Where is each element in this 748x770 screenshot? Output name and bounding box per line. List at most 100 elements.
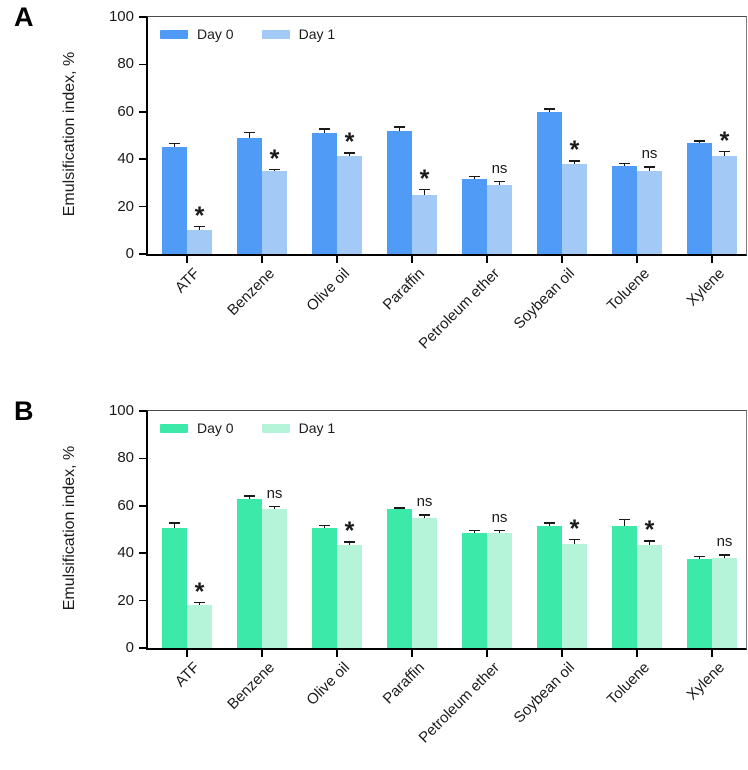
x-tick-label-soybean-oil: Soybean oil	[510, 265, 579, 333]
bar-day1-paraffin	[412, 194, 437, 254]
x-axis-tick	[261, 650, 263, 657]
error-cap-day0-xylene	[694, 140, 705, 142]
error-bar-day0-xylene	[698, 555, 701, 560]
error-bar-day1-atf	[198, 225, 201, 231]
legend-swatch-day1	[261, 29, 290, 39]
error-cap-day0-petroleum-ether	[469, 175, 480, 178]
error-cap-day0-toluene	[619, 518, 630, 521]
legend-swatch-day0	[160, 29, 188, 39]
y-axis-title: Emulsification index, %	[61, 51, 78, 217]
x-tick-label-petroleum-ether: Petroleum ether	[415, 265, 504, 353]
bar-day1-xylene	[712, 557, 737, 648]
y-tick-label: 60	[117, 102, 134, 120]
x-tick-label-toluene: Toluene	[603, 265, 654, 315]
error-bar-day1-toluene	[648, 166, 651, 172]
error-cap-day1-atf	[194, 225, 205, 228]
error-bar-day1-benzene	[273, 505, 276, 510]
bar-day0-paraffin	[387, 509, 412, 648]
error-bar-day1-toluene	[648, 540, 651, 545]
bar-day1-petroleum-ether	[487, 185, 512, 254]
bar-day0-atf	[162, 528, 187, 648]
y-axis-tick	[139, 647, 146, 649]
x-tick-label-xylene: Xylene	[683, 659, 729, 704]
error-cap-day0-toluene	[619, 162, 630, 165]
y-axis-tick	[139, 63, 146, 66]
bar-day0-benzene	[237, 498, 262, 648]
error-bar-day0-benzene	[248, 495, 251, 499]
y-axis-tick	[139, 410, 146, 412]
x-tick-label-petroleum-ether: Petroleum ether	[415, 659, 504, 747]
significance-label-petroleum-ether: ns	[491, 508, 508, 526]
y-tick-label: 100	[108, 8, 134, 25]
x-tick-label-benzene: Benzene	[224, 659, 279, 713]
y-axis-tick	[139, 16, 146, 18]
significance-label-paraffin: ns	[416, 493, 433, 511]
legend-label-day1: Day 1	[298, 26, 336, 42]
bar-day0-petroleum-ether	[462, 533, 487, 648]
x-axis-tick	[261, 256, 263, 263]
x-axis-tick	[486, 256, 488, 263]
bar-day0-paraffin	[387, 130, 412, 254]
x-axis-tick	[186, 650, 188, 657]
y-tick-label: 20	[117, 591, 134, 609]
significance-label-olive-oil: *	[344, 128, 355, 157]
y-tick-label: 100	[108, 402, 134, 419]
bar-day1-atf	[187, 605, 212, 648]
bar-day1-olive-oil	[337, 544, 362, 648]
error-bar-day1-soybean-oil	[573, 539, 576, 544]
error-cap-day0-atf	[169, 142, 180, 145]
bar-day1-soybean-oil	[562, 543, 587, 648]
error-cap-day0-petroleum-ether	[469, 529, 480, 531]
y-tick-label: 40	[117, 544, 134, 562]
error-cap-day1-toluene	[644, 540, 655, 542]
error-cap-day1-atf	[194, 601, 205, 604]
significance-label-benzene: *	[269, 144, 280, 173]
y-axis-tick	[139, 552, 146, 554]
error-bar-day0-petroleum-ether	[473, 175, 476, 180]
significance-label-xylene: *	[719, 126, 730, 155]
y-tick-label: 0	[125, 245, 134, 262]
x-tick-label-olive-oil: Olive oil	[303, 265, 354, 315]
bar-day0-soybean-oil	[537, 111, 562, 254]
error-cap-day1-toluene	[644, 166, 655, 168]
x-tick-label-paraffin: Paraffin	[379, 659, 429, 708]
bar-day1-xylene	[712, 155, 737, 254]
error-cap-day1-paraffin	[419, 514, 430, 516]
error-cap-day0-paraffin	[394, 507, 405, 509]
x-axis-tick	[561, 650, 563, 657]
error-bar-day0-petroleum-ether	[473, 529, 476, 534]
significance-label-atf: *	[194, 577, 205, 606]
error-bar-day1-soybean-oil	[573, 160, 576, 164]
error-cap-day0-soybean-oil	[544, 522, 555, 524]
bar-day1-benzene	[262, 509, 287, 648]
bar-day1-petroleum-ether	[487, 533, 512, 648]
bar-day1-soybean-oil	[562, 163, 587, 254]
x-axis-tick	[336, 256, 338, 263]
error-cap-day1-paraffin	[419, 188, 430, 191]
bar-day1-toluene	[637, 544, 662, 648]
error-bar-day0-soybean-oil	[548, 522, 551, 526]
x-axis-tick	[411, 256, 413, 263]
error-bar-day0-paraffin	[398, 126, 401, 131]
error-cap-day1-olive-oil	[344, 541, 355, 543]
significance-label-atf: *	[194, 201, 205, 230]
panel-b-label: B	[14, 396, 34, 426]
y-tick-label: 60	[117, 496, 134, 514]
significance-label-soybean-oil: *	[569, 136, 580, 165]
error-bar-day1-xylene	[723, 150, 726, 156]
x-tick-label-atf: ATF	[171, 659, 204, 691]
x-tick-label-soybean-oil: Soybean oil	[510, 659, 579, 727]
error-cap-day0-paraffin	[394, 126, 405, 128]
x-axis-tick	[561, 256, 563, 263]
bar-day0-petroleum-ether	[462, 179, 487, 254]
x-axis-tick	[636, 650, 638, 657]
error-bar-day0-toluene	[623, 162, 626, 167]
significance-label-benzene: ns	[266, 484, 283, 502]
x-axis-tick	[186, 256, 188, 263]
bar-day1-benzene	[262, 171, 287, 254]
legend-swatch-day1	[261, 423, 290, 433]
error-bar-day1-paraffin	[423, 514, 426, 518]
error-bar-day0-atf	[173, 522, 176, 529]
error-cap-day1-xylene	[719, 150, 730, 153]
error-cap-day1-benzene	[269, 168, 280, 171]
